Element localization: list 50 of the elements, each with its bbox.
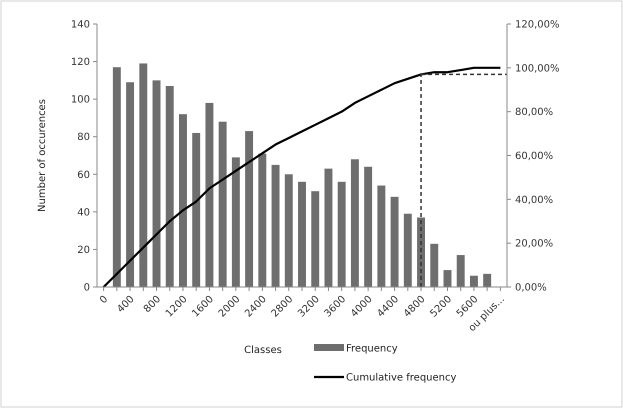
bar (284, 174, 293, 287)
y2-tick-label: 20,00% (515, 238, 554, 250)
bar (192, 132, 200, 287)
bar (311, 191, 320, 287)
bar (298, 182, 306, 287)
bar (258, 154, 266, 287)
bar (166, 86, 174, 287)
bar (338, 182, 346, 287)
bar (218, 122, 227, 287)
bar (112, 67, 121, 287)
x-axis-title: Classes (244, 345, 282, 356)
bar (245, 131, 254, 287)
x-tick-label: 400 (115, 294, 137, 316)
y2-tick-label: 0,00% (515, 282, 547, 294)
bar (390, 196, 399, 287)
y2-tick-label: 100,00% (515, 63, 560, 74)
bar (139, 63, 148, 287)
bar (232, 157, 240, 287)
bar (126, 82, 134, 287)
y-tick-label: 80 (77, 132, 90, 144)
bar (350, 159, 359, 287)
y-tick-label: 0 (84, 282, 90, 294)
y-tick-label: 60 (77, 170, 90, 181)
x-tick-label: 800 (142, 294, 164, 316)
bar (444, 270, 452, 287)
y2-tick-label: 60,00% (515, 151, 554, 162)
y-tick-label: 40 (77, 207, 90, 218)
bar (324, 168, 332, 287)
x-tick-label: 0 (98, 294, 110, 306)
bar (179, 114, 187, 287)
y-tick-label: 120 (70, 57, 90, 68)
y2-tick-label: 120,00% (515, 20, 560, 30)
bar (152, 80, 160, 287)
y-tick-label: 20 (77, 244, 90, 256)
bar (272, 164, 280, 287)
y2-tick-label: 40,00% (515, 194, 554, 206)
bar (430, 244, 438, 287)
bar (456, 255, 465, 287)
bar (404, 214, 412, 287)
y-tick-label: 100 (70, 94, 90, 106)
bar (483, 274, 492, 287)
bar (377, 186, 386, 287)
y2-tick-label: 80,00% (515, 107, 554, 118)
legend-label: Frequency (346, 344, 398, 354)
bar (205, 102, 214, 287)
bar (364, 166, 372, 287)
bar (470, 276, 478, 287)
legend-label: Cumulative frequency (346, 372, 456, 384)
y-axis-title: Number of occurences (37, 99, 48, 212)
y-tick-label: 140 (70, 20, 90, 30)
